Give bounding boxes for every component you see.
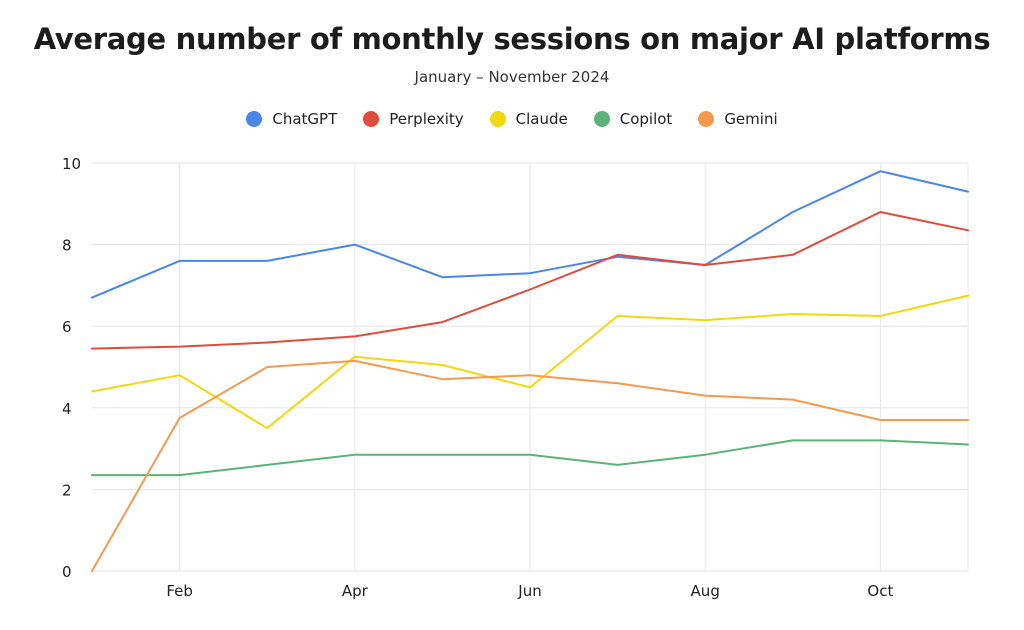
legend-swatch bbox=[593, 111, 610, 127]
y-tick-label: 6 bbox=[62, 318, 72, 336]
y-tick-label: 8 bbox=[62, 237, 72, 255]
x-tick-label: Oct bbox=[867, 582, 893, 600]
series-lines bbox=[91, 170, 969, 572]
legend-item-chatgpt: ChatGPT bbox=[246, 110, 337, 128]
x-axis-ticks: Feb Apr Jun Aug Oct bbox=[166, 582, 893, 600]
legend-item-claude: Claude bbox=[489, 110, 568, 128]
legend-label: Claude bbox=[515, 110, 568, 128]
legend-label: Gemini bbox=[724, 110, 778, 128]
legend-item-perplexity: Perplexity bbox=[363, 110, 464, 128]
series-line-gemini bbox=[91, 359, 969, 572]
x-tick-label: Apr bbox=[342, 582, 369, 600]
y-axis-ticks: 0 2 4 6 8 10 bbox=[62, 155, 81, 581]
x-tick-label: Jun bbox=[517, 582, 541, 600]
legend-swatch bbox=[698, 111, 715, 127]
legend-label: Copilot bbox=[619, 110, 673, 128]
grid-lines bbox=[92, 162, 969, 572]
chart-legend: ChatGPT Perplexity Claude Copilot Gemini bbox=[0, 110, 1024, 128]
series-line-perplexity bbox=[91, 211, 969, 350]
y-tick-label: 4 bbox=[62, 400, 72, 418]
legend-swatch bbox=[246, 111, 263, 127]
series-line-claude bbox=[91, 294, 969, 430]
series-line-chatgpt bbox=[91, 170, 969, 299]
legend-swatch bbox=[489, 111, 506, 127]
chart-title: Average number of monthly sessions on ma… bbox=[33, 22, 991, 56]
x-tick-label: Aug bbox=[691, 582, 720, 600]
legend-item-copilot: Copilot bbox=[593, 110, 673, 128]
legend-item-gemini: Gemini bbox=[698, 110, 778, 128]
x-tick-label: Feb bbox=[166, 582, 193, 600]
legend-swatch bbox=[363, 111, 380, 127]
legend-label: ChatGPT bbox=[272, 110, 338, 128]
y-tick-label: 10 bbox=[62, 155, 81, 173]
legend-label: Perplexity bbox=[389, 110, 464, 128]
chart-subtitle: January – November 2024 bbox=[414, 68, 610, 86]
y-tick-label: 0 bbox=[62, 563, 72, 581]
series-line-copilot bbox=[91, 439, 969, 477]
y-tick-label: 2 bbox=[62, 481, 72, 499]
